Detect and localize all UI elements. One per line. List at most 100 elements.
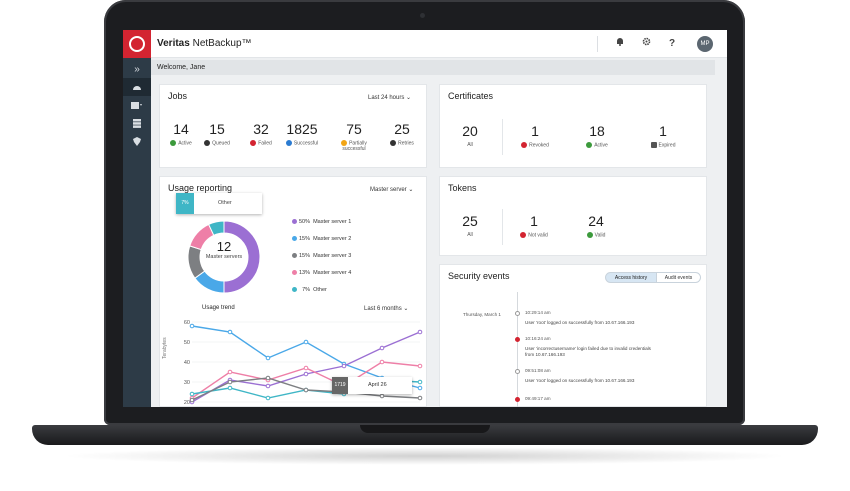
jobs-stat-successful[interactable]: 1825 Successful xyxy=(285,121,319,147)
certificates-stat-revoked[interactable]: 1 Revoked xyxy=(512,123,558,148)
laptop-base xyxy=(32,425,818,445)
trend-tooltip-label: April 26 xyxy=(368,382,387,388)
usage-reporting-card: Usage reporting Master server 12 Master … xyxy=(159,176,427,407)
security-title: Security events xyxy=(448,271,510,281)
event-text-cont: from 10.67.166.193 xyxy=(525,352,565,357)
tab-access-history[interactable]: Access history xyxy=(605,272,657,283)
data-point xyxy=(227,385,233,391)
workloads-icon[interactable] xyxy=(123,96,151,114)
data-point xyxy=(227,379,233,385)
jobs-card: Jobs Last 24 hours 14 Active 15 Queued 3… xyxy=(159,84,427,168)
tab-audit-events[interactable]: Audit events xyxy=(656,272,701,283)
usage-title: Usage reporting xyxy=(168,183,233,193)
error-icon xyxy=(521,142,528,148)
data-point xyxy=(379,359,385,365)
data-point xyxy=(265,395,271,401)
legend-item[interactable]: 50% Master server 1 xyxy=(292,219,351,225)
data-point xyxy=(417,379,423,385)
legend-item[interactable]: 7% Other xyxy=(292,287,327,293)
tokens-stat-valid[interactable]: 24 Valid xyxy=(586,213,606,239)
jobs-stat-failed[interactable]: 32 Failed xyxy=(244,121,278,146)
help-icon[interactable]: ? xyxy=(668,38,676,49)
screen: » Veritas NetBackup™ ? xyxy=(123,30,727,407)
tooltip-label: Other xyxy=(218,200,232,206)
certificates-stat-active[interactable]: 18 Active xyxy=(574,123,620,148)
security-icon[interactable] xyxy=(123,132,151,150)
data-point xyxy=(303,365,309,371)
expired-icon xyxy=(650,142,657,148)
alert-icon xyxy=(515,337,520,342)
donut-center-label: Master servers xyxy=(205,254,243,260)
app-title: Veritas NetBackup™ xyxy=(157,38,252,49)
logo-mark-icon xyxy=(129,36,145,52)
data-point xyxy=(417,363,423,369)
clock-icon xyxy=(204,140,211,146)
user-avatar[interactable]: MP xyxy=(697,36,713,52)
data-point xyxy=(189,391,195,397)
data-point xyxy=(227,369,233,375)
expand-chevron-icon[interactable]: » xyxy=(134,63,140,75)
donut-center-value: 12 xyxy=(216,239,232,254)
tokens-title: Tokens xyxy=(448,183,477,193)
check-icon xyxy=(586,232,593,238)
data-point xyxy=(227,329,233,335)
data-point xyxy=(189,323,195,329)
bell-icon[interactable] xyxy=(613,37,627,51)
legend-item[interactable]: 15% Master server 2 xyxy=(292,236,351,242)
data-point xyxy=(265,383,271,389)
gear-icon[interactable] xyxy=(639,37,653,51)
data-point xyxy=(303,339,309,345)
dashboard-icon[interactable] xyxy=(123,78,151,96)
legend-item[interactable]: 13% Master server 4 xyxy=(292,270,351,276)
alert-icon xyxy=(515,397,520,402)
tokens-stat-all[interactable]: 25 All xyxy=(462,213,478,238)
event-time: 09:49:17 am xyxy=(525,396,551,401)
error-icon xyxy=(250,140,257,146)
event-time: 10:16:24 am xyxy=(525,336,551,341)
veritas-logo[interactable] xyxy=(123,30,151,58)
data-point xyxy=(417,329,423,335)
event-text: User ‘root’ logged on successfully from … xyxy=(525,320,635,325)
laptop-notch xyxy=(360,425,490,433)
jobs-stat-active[interactable]: 14 Active xyxy=(164,121,198,146)
tokens-card: Tokens 25 All 1 Not valid 24 Valid xyxy=(439,176,707,256)
divider xyxy=(502,119,503,155)
security-events-card: Security events xyxy=(439,264,707,407)
jobs-stat-partial[interactable]: 75 Partially successful xyxy=(341,121,367,153)
top-bar-separator xyxy=(597,36,598,52)
certificates-stat-all[interactable]: 20 All xyxy=(462,123,478,148)
storage-icon[interactable] xyxy=(123,114,151,132)
jobs-stat-retries[interactable]: 25 Retries xyxy=(382,121,422,146)
data-point xyxy=(379,393,385,399)
data-point xyxy=(379,345,385,351)
data-point xyxy=(417,395,423,401)
usage-donut-chart[interactable] xyxy=(180,213,268,301)
legend-item[interactable]: 15% Master server 3 xyxy=(292,253,351,259)
runner-icon xyxy=(170,140,177,146)
donut-tooltip: 7% Other xyxy=(176,193,262,214)
trend-y-axis-label: Terabytes xyxy=(162,337,168,359)
data-point xyxy=(303,387,309,393)
y-tick-label: 60 xyxy=(184,320,190,326)
certificates-stat-expired[interactable]: 1 Expired xyxy=(640,123,686,148)
y-tick-label: 40 xyxy=(184,360,190,366)
data-point xyxy=(265,355,271,361)
tokens-stat-not-valid[interactable]: 1 Not valid xyxy=(510,213,558,238)
y-tick-label: 50 xyxy=(184,340,190,346)
event-time: 10:29:14 am xyxy=(525,310,551,315)
jobs-range-dropdown[interactable]: Last 24 hours xyxy=(368,94,411,101)
trend-range-dropdown[interactable]: Last 6 months xyxy=(364,305,408,312)
donut-center: 12 Master servers xyxy=(186,239,262,260)
laptop-camera xyxy=(420,13,425,18)
data-point xyxy=(303,371,309,377)
y-tick-label: 30 xyxy=(184,380,190,386)
jobs-stat-queued[interactable]: 15 Queued xyxy=(200,121,234,146)
error-icon xyxy=(520,232,527,238)
usage-filter-dropdown[interactable]: Master server xyxy=(370,186,413,193)
event-dot xyxy=(515,311,520,316)
top-bar: Veritas NetBackup™ ? MP xyxy=(151,30,727,58)
usage-trend-title: Usage trend xyxy=(202,305,235,311)
event-text: User ‘incorrectusername’ login failed du… xyxy=(525,346,651,351)
trend-tooltip-value: 1719 xyxy=(332,377,348,394)
timeline-line xyxy=(517,292,518,407)
